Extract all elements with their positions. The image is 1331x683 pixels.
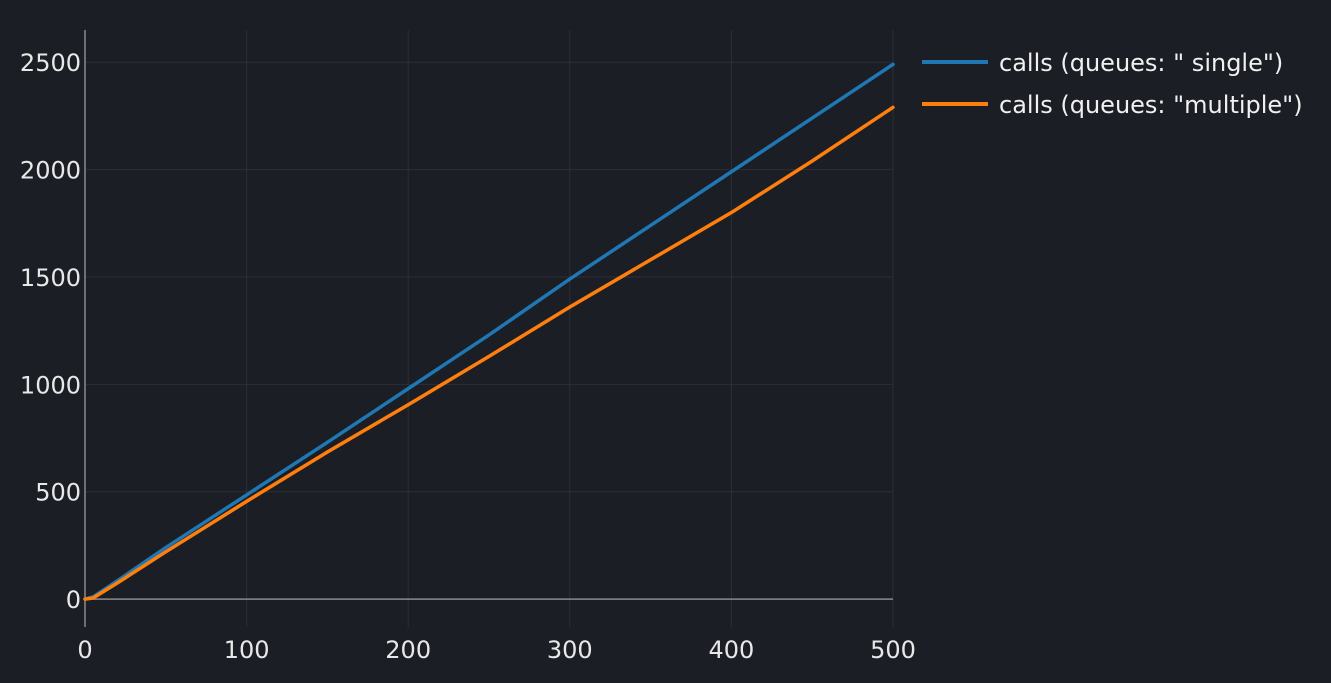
- series-line-0: [83, 62, 895, 601]
- y-tick-label: 2000: [20, 157, 81, 185]
- y-tick-label: 1500: [20, 264, 81, 292]
- y-tick-label: 500: [35, 479, 81, 507]
- legend-label-1: calls (queues: "multiple"): [999, 91, 1303, 119]
- series-line-1: [83, 105, 895, 601]
- axes: 0 100 200 300 400 500 0 500 1000 1500 2000 2500: [20, 30, 916, 664]
- y-tick-label: 2500: [20, 49, 81, 77]
- x-tick-label: 100: [224, 636, 270, 664]
- x-tick-label: 400: [708, 636, 754, 664]
- legend: calls (queues: " single") calls (queues: …: [922, 49, 1303, 119]
- x-tick-label: 0: [77, 636, 92, 664]
- x-tick-label: 200: [385, 636, 431, 664]
- y-tick-label: 1000: [20, 371, 81, 399]
- y-tick-label: 0: [66, 586, 81, 614]
- x-tick-label: 500: [870, 636, 916, 664]
- series-lines: [83, 62, 895, 601]
- x-tick-label: 300: [547, 636, 593, 664]
- legend-label-0: calls (queues: " single"): [999, 49, 1283, 77]
- grid-lines: [85, 30, 894, 627]
